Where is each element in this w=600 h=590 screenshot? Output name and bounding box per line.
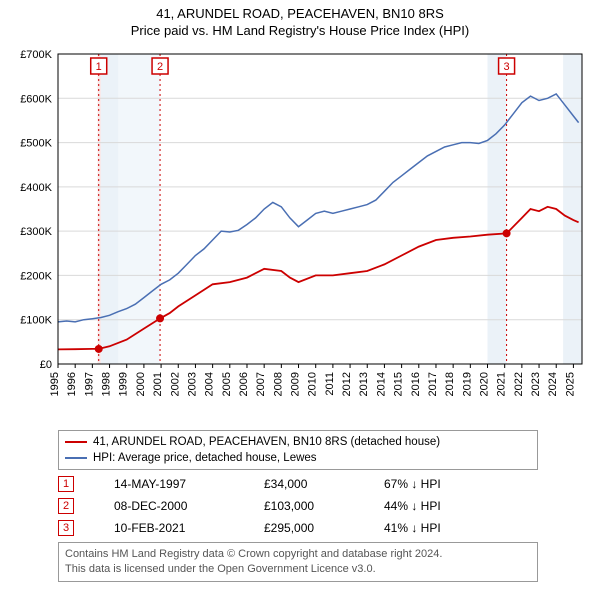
svg-text:£0: £0 (40, 359, 52, 371)
svg-text:2010: 2010 (307, 372, 319, 396)
svg-text:2005: 2005 (221, 372, 233, 396)
svg-text:2017: 2017 (427, 372, 439, 396)
svg-text:2008: 2008 (272, 372, 284, 396)
legend-label: HPI: Average price, detached house, Lewe… (93, 450, 317, 466)
svg-text:1996: 1996 (66, 372, 78, 396)
marker-date: 08-DEC-2000 (114, 499, 224, 513)
svg-text:2011: 2011 (324, 372, 336, 396)
svg-text:2009: 2009 (290, 372, 302, 396)
svg-text:2006: 2006 (238, 372, 250, 396)
svg-text:2003: 2003 (186, 372, 198, 396)
svg-text:2021: 2021 (496, 372, 508, 396)
svg-text:1: 1 (96, 61, 102, 73)
sale-markers-table: 1 14-MAY-1997 £34,000 67% ↓ HPI 2 08-DEC-2000… (58, 476, 592, 536)
legend: 41, ARUNDEL ROAD, PEACEHAVEN, BN10 8RS (… (58, 430, 538, 470)
svg-text:2004: 2004 (204, 372, 216, 396)
marker-date: 14-MAY-1997 (114, 477, 224, 491)
marker-badge: 2 (58, 498, 74, 514)
svg-text:2016: 2016 (410, 372, 422, 396)
svg-text:2025: 2025 (564, 372, 576, 396)
svg-text:1997: 1997 (83, 372, 95, 396)
marker-price: £34,000 (264, 477, 344, 491)
sale-marker-row: 1 14-MAY-1997 £34,000 67% ↓ HPI (58, 476, 592, 492)
legend-swatch (65, 441, 87, 443)
svg-text:1998: 1998 (101, 372, 113, 396)
title-line-1: 41, ARUNDEL ROAD, PEACEHAVEN, BN10 8RS (8, 6, 592, 23)
title-line-2: Price paid vs. HM Land Registry's House … (8, 23, 592, 40)
sale-marker-row: 2 08-DEC-2000 £103,000 44% ↓ HPI (58, 498, 592, 514)
svg-text:1995: 1995 (49, 372, 61, 396)
marker-price: £295,000 (264, 521, 344, 535)
svg-text:2001: 2001 (152, 372, 164, 396)
data-attribution: Contains HM Land Registry data © Crown c… (58, 542, 538, 582)
legend-item: HPI: Average price, detached house, Lewe… (65, 450, 531, 466)
svg-text:2007: 2007 (255, 372, 267, 396)
price-chart: £0 £100K £200K £300K £400K £500K £600K £700K 199… (8, 44, 592, 424)
svg-text:£300K: £300K (20, 226, 52, 238)
footer-line-1: Contains HM Land Registry data © Crown c… (65, 547, 531, 562)
svg-text:2024: 2024 (547, 372, 559, 396)
marker-badge: 3 (58, 520, 74, 536)
marker-delta: 44% ↓ HPI (384, 499, 484, 513)
svg-text:£500K: £500K (20, 137, 52, 149)
svg-text:2014: 2014 (375, 372, 387, 396)
marker-price: £103,000 (264, 499, 344, 513)
svg-text:2012: 2012 (341, 372, 353, 396)
legend-item: 41, ARUNDEL ROAD, PEACEHAVEN, BN10 8RS (… (65, 434, 531, 450)
footer-line-2: This data is licensed under the Open Gov… (65, 562, 531, 577)
svg-text:£200K: £200K (20, 270, 52, 282)
svg-text:£100K: £100K (20, 314, 52, 326)
svg-text:2013: 2013 (358, 372, 370, 396)
legend-label: 41, ARUNDEL ROAD, PEACEHAVEN, BN10 8RS (… (93, 434, 440, 450)
legend-swatch (65, 457, 87, 459)
svg-text:2: 2 (157, 61, 163, 73)
marker-badge: 1 (58, 476, 74, 492)
svg-text:2018: 2018 (444, 372, 456, 396)
svg-text:2023: 2023 (530, 372, 542, 396)
svg-text:£700K: £700K (20, 49, 52, 61)
svg-text:3: 3 (504, 61, 510, 73)
svg-text:2015: 2015 (393, 372, 405, 396)
svg-text:2000: 2000 (135, 372, 147, 396)
svg-text:2002: 2002 (169, 372, 181, 396)
svg-text:2020: 2020 (479, 372, 491, 396)
marker-date: 10-FEB-2021 (114, 521, 224, 535)
svg-text:2019: 2019 (461, 372, 473, 396)
svg-text:2022: 2022 (513, 372, 525, 396)
marker-delta: 41% ↓ HPI (384, 521, 484, 535)
svg-text:£400K: £400K (20, 182, 52, 194)
svg-text:1999: 1999 (118, 372, 130, 396)
marker-delta: 67% ↓ HPI (384, 477, 484, 491)
sale-marker-row: 3 10-FEB-2021 £295,000 41% ↓ HPI (58, 520, 592, 536)
svg-text:£600K: £600K (20, 93, 52, 105)
